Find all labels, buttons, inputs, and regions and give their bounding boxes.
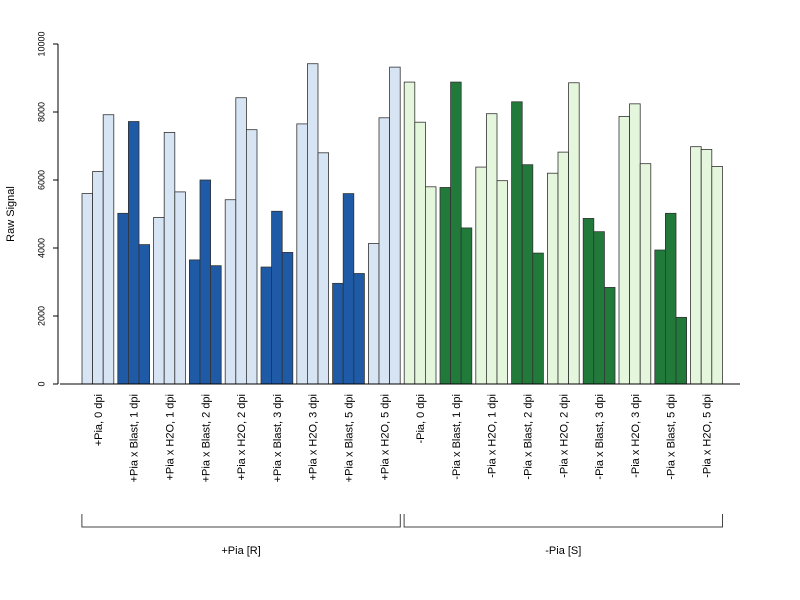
category-label: +Pia x H2O, 5 dpi	[379, 394, 391, 481]
bar	[235, 97, 247, 385]
group-bracket	[81, 514, 401, 528]
bar	[92, 171, 104, 385]
bars	[81, 63, 723, 385]
category-labels: +Pia, 0 dpi +Pia x Blast, 1 dpi +Pia x H2O…	[93, 394, 714, 482]
category-label: -Pia x H2O, 3 dpi	[630, 394, 642, 478]
category-label: +Pia x Blast, 1 dpi	[129, 394, 141, 482]
bar	[342, 193, 355, 385]
bar	[532, 252, 544, 385]
bar	[153, 216, 165, 385]
category-label: +Pia x Blast, 2 dpi	[200, 394, 212, 482]
bar	[439, 187, 452, 385]
category-label: +Pia x H2O, 2 dpi	[236, 394, 248, 481]
category-label: -Pia x Blast, 3 dpi	[594, 394, 606, 480]
bar	[414, 121, 426, 385]
group-label: +Pia [R]	[221, 545, 260, 557]
bar	[521, 164, 534, 385]
bar	[367, 243, 380, 385]
bar	[332, 282, 344, 385]
bar	[511, 101, 523, 385]
bar	[245, 129, 258, 385]
category-label: +Pia, 0 dpi	[93, 394, 105, 446]
bar	[317, 152, 330, 385]
group-label: -Pia [S]	[545, 545, 581, 557]
bar	[224, 199, 237, 385]
bar	[460, 227, 473, 385]
bar	[604, 287, 616, 385]
category-label: -Pia, 0 dpi	[415, 394, 427, 444]
bar	[271, 210, 283, 385]
bar	[665, 212, 677, 385]
bar	[711, 165, 723, 385]
y-tick-label: 0	[36, 381, 46, 386]
bar	[281, 252, 294, 385]
category-label: -Pia x H2O, 5 dpi	[702, 394, 714, 478]
bar	[353, 273, 365, 385]
bar	[174, 191, 186, 385]
bar	[654, 249, 666, 385]
bar	[639, 163, 652, 385]
category-label: +Pia x Blast, 3 dpi	[272, 394, 284, 482]
y-tick-label: 2000	[36, 306, 46, 326]
bar	[675, 316, 688, 385]
bar	[547, 172, 559, 385]
y-tick-label: 8000	[36, 102, 46, 122]
bar	[199, 179, 212, 385]
bar	[210, 265, 222, 385]
y-axis-title: Raw Signal	[5, 186, 17, 242]
bar	[450, 81, 462, 385]
bar	[629, 103, 641, 385]
bar	[700, 148, 713, 385]
category-label: -Pia x Blast, 2 dpi	[523, 394, 535, 480]
bar	[81, 193, 94, 385]
bar	[296, 123, 308, 385]
group-brackets: +Pia [R] -Pia [S]	[81, 514, 723, 557]
y-tick-label: 10000	[36, 31, 46, 56]
bar	[117, 212, 129, 385]
bar	[378, 117, 391, 385]
category-label: -Pia x H2O, 2 dpi	[558, 394, 570, 478]
y-axis: 0 2000 4000 6000 8000 10000	[36, 31, 59, 387]
bar	[127, 121, 140, 385]
bar	[485, 113, 498, 385]
category-label: +Pia x H2O, 1 dpi	[165, 394, 177, 481]
y-tick-label: 6000	[36, 170, 46, 190]
category-label: +Pia x H2O, 3 dpi	[308, 394, 320, 481]
bar	[424, 186, 437, 385]
category-label: -Pia x Blast, 1 dpi	[451, 394, 463, 480]
bar	[618, 116, 631, 385]
bar	[557, 151, 570, 385]
category-label: -Pia x H2O, 1 dpi	[487, 394, 499, 478]
bar	[389, 66, 401, 385]
group-bracket	[403, 514, 723, 528]
category-label: +Pia x Blast, 5 dpi	[344, 394, 356, 482]
bar	[496, 180, 509, 385]
bar	[568, 82, 580, 385]
bar	[138, 244, 151, 385]
bar	[102, 114, 115, 385]
bar	[403, 81, 416, 385]
bar	[475, 166, 487, 385]
bar	[690, 146, 702, 385]
bar	[306, 63, 319, 385]
bar	[163, 131, 176, 385]
category-label: -Pia x Blast, 5 dpi	[666, 394, 678, 480]
y-tick-label: 4000	[36, 238, 46, 258]
bar	[582, 218, 595, 385]
bar	[188, 259, 201, 385]
bar	[593, 231, 605, 385]
bar	[260, 266, 273, 385]
